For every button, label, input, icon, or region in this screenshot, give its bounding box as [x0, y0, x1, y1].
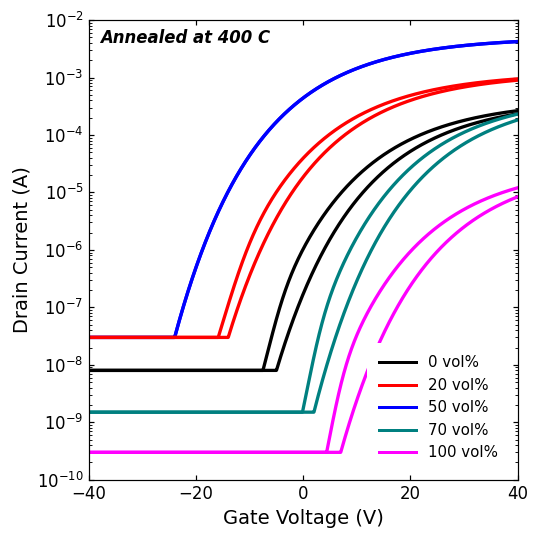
X-axis label: Gate Voltage (V): Gate Voltage (V)	[223, 509, 383, 528]
Legend: 0 vol%, 20 vol%, 50 vol%, 70 vol%, 100 vol%: 0 vol%, 20 vol%, 50 vol%, 70 vol%, 100 v…	[367, 343, 510, 472]
Text: Annealed at 400 C: Annealed at 400 C	[100, 29, 270, 47]
Y-axis label: Drain Current (A): Drain Current (A)	[12, 166, 31, 333]
